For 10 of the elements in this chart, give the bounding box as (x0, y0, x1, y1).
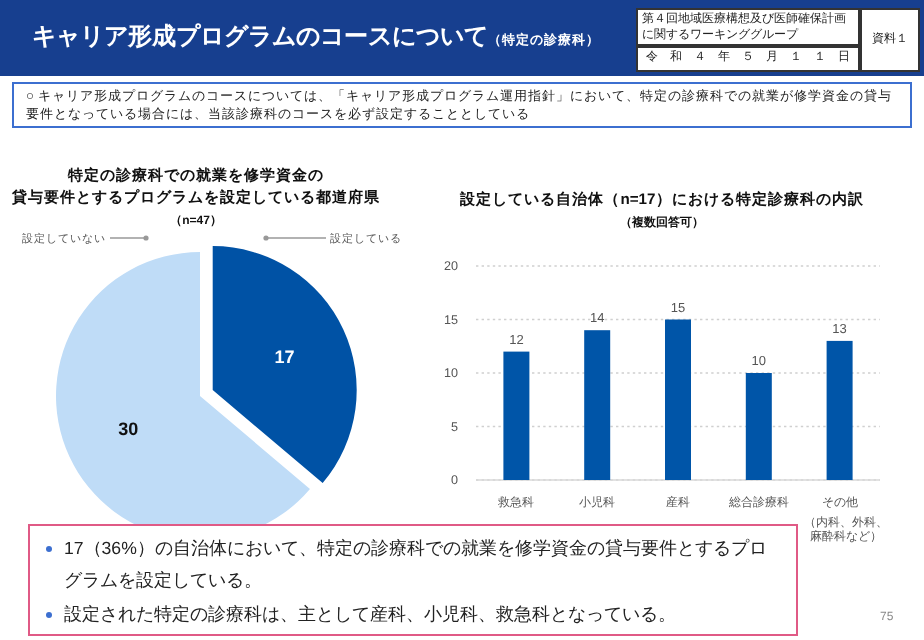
bar (826, 340, 853, 480)
text: 設定された特定の診療科は、主として産科、小児科、救急科となっている。 (64, 602, 678, 628)
bar (745, 373, 772, 480)
text: キャリア形成プログラムのコースについて (32, 22, 488, 50)
text: 17（36%）の自治体において、特定の診療科での就業を修学資金の貸与要件とするプログラムを設定している。 (64, 536, 769, 594)
data-label: 17 (274, 346, 295, 367)
bar (665, 319, 691, 480)
bar (584, 330, 611, 480)
data-label: 30 (118, 419, 139, 440)
bar (503, 351, 530, 480)
